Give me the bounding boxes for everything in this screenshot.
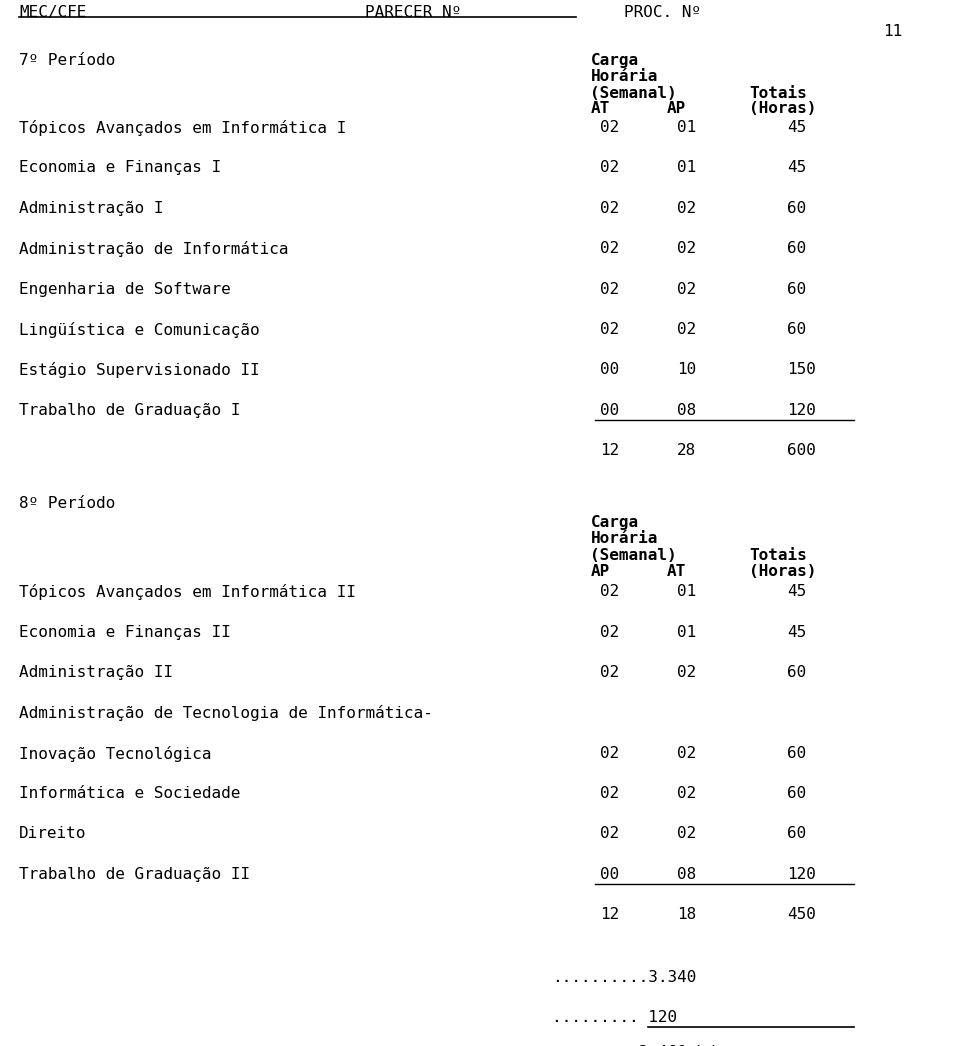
- Text: Totais: Totais: [749, 86, 806, 100]
- Text: 8º Período: 8º Período: [19, 496, 115, 510]
- Text: 00: 00: [600, 362, 619, 378]
- Text: 02: 02: [677, 746, 696, 760]
- Text: Administração de Informática: Administração de Informática: [19, 242, 289, 257]
- Text: Trabalho de Graduação I: Trabalho de Graduação I: [19, 403, 241, 417]
- Text: 08: 08: [677, 867, 696, 882]
- Text: 11: 11: [883, 24, 902, 39]
- Text: Tópicos Avançados em Informática I: Tópicos Avançados em Informática I: [19, 120, 347, 136]
- Text: Inovação Tecnológica: Inovação Tecnológica: [19, 746, 212, 761]
- Text: AP: AP: [590, 564, 610, 579]
- Text: Horária: Horária: [590, 531, 658, 546]
- Text: 02: 02: [600, 624, 619, 639]
- Text: Lingüística e Comunicação: Lingüística e Comunicação: [19, 322, 260, 338]
- Text: Horária: Horária: [590, 69, 658, 84]
- Text: 02: 02: [600, 242, 619, 256]
- Text: Administração de Tecnologia de Informática-: Administração de Tecnologia de Informáti…: [19, 705, 433, 722]
- Text: (Semanal): (Semanal): [590, 86, 677, 100]
- Text: PARECER Nº: PARECER Nº: [365, 5, 461, 20]
- Text: (Horas): (Horas): [749, 564, 816, 579]
- Text: ......... 120: ......... 120: [552, 1010, 677, 1025]
- Text: 45: 45: [787, 160, 806, 176]
- Text: (Horas): (Horas): [749, 100, 816, 116]
- Text: AP: AP: [667, 100, 686, 116]
- Text: 45: 45: [787, 120, 806, 135]
- Text: Carga: Carga: [590, 53, 638, 68]
- Text: 02: 02: [600, 746, 619, 760]
- Text: 60: 60: [787, 201, 806, 215]
- Text: 02: 02: [600, 120, 619, 135]
- Text: 02: 02: [677, 665, 696, 680]
- Text: 02: 02: [600, 160, 619, 176]
- Text: 02: 02: [677, 281, 696, 297]
- Text: 02: 02: [677, 786, 696, 801]
- Text: ..........3.340: ..........3.340: [552, 970, 696, 984]
- Text: 10: 10: [677, 362, 696, 378]
- Text: PROC. Nº: PROC. Nº: [624, 5, 701, 20]
- Text: 02: 02: [600, 201, 619, 215]
- Text: 18: 18: [677, 907, 696, 923]
- Text: 60: 60: [787, 281, 806, 297]
- Text: 60: 60: [787, 665, 806, 680]
- Text: MEC/CFE: MEC/CFE: [19, 5, 86, 20]
- Text: 01: 01: [677, 585, 696, 599]
- Text: Engenharia de Software: Engenharia de Software: [19, 281, 231, 297]
- Text: 7º Período: 7º Período: [19, 53, 115, 68]
- Text: .........3.460 h/a: .........3.460 h/a: [552, 1045, 725, 1046]
- Text: 12: 12: [600, 907, 619, 923]
- Text: 02: 02: [600, 322, 619, 337]
- Text: 02: 02: [600, 665, 619, 680]
- Text: AT: AT: [590, 100, 610, 116]
- Text: Administração II: Administração II: [19, 665, 173, 680]
- Text: 02: 02: [677, 322, 696, 337]
- Text: 01: 01: [677, 624, 696, 639]
- Text: 01: 01: [677, 160, 696, 176]
- Text: Carga: Carga: [590, 515, 638, 530]
- Text: 60: 60: [787, 786, 806, 801]
- Text: 450: 450: [787, 907, 816, 923]
- Text: 60: 60: [787, 746, 806, 760]
- Text: Totais: Totais: [749, 548, 806, 563]
- Text: 120: 120: [787, 403, 816, 417]
- Text: Administração I: Administração I: [19, 201, 163, 215]
- Text: Estágio Supervisionado II: Estágio Supervisionado II: [19, 362, 260, 379]
- Text: Trabalho de Graduação II: Trabalho de Graduação II: [19, 867, 251, 882]
- Text: 00: 00: [600, 403, 619, 417]
- Text: 02: 02: [600, 826, 619, 841]
- Text: 02: 02: [677, 201, 696, 215]
- Text: 02: 02: [677, 242, 696, 256]
- Text: 600: 600: [787, 444, 816, 458]
- Text: 02: 02: [600, 281, 619, 297]
- Text: 60: 60: [787, 826, 806, 841]
- Text: 45: 45: [787, 585, 806, 599]
- Text: Economia e Finanças II: Economia e Finanças II: [19, 624, 231, 639]
- Text: 08: 08: [677, 403, 696, 417]
- Text: (Semanal): (Semanal): [590, 548, 677, 563]
- Text: 12: 12: [600, 444, 619, 458]
- Text: Informática e Sociedade: Informática e Sociedade: [19, 786, 241, 801]
- Text: 02: 02: [600, 585, 619, 599]
- Text: 60: 60: [787, 322, 806, 337]
- Text: 02: 02: [677, 826, 696, 841]
- Text: 02: 02: [600, 786, 619, 801]
- Text: 00: 00: [600, 867, 619, 882]
- Text: Direito: Direito: [19, 826, 86, 841]
- Text: 28: 28: [677, 444, 696, 458]
- Text: 60: 60: [787, 242, 806, 256]
- Text: Tópicos Avançados em Informática II: Tópicos Avançados em Informática II: [19, 585, 356, 600]
- Text: 45: 45: [787, 624, 806, 639]
- Text: 01: 01: [677, 120, 696, 135]
- Text: 150: 150: [787, 362, 816, 378]
- Text: AT: AT: [667, 564, 686, 579]
- Text: Economia e Finanças I: Economia e Finanças I: [19, 160, 222, 176]
- Text: 120: 120: [787, 867, 816, 882]
